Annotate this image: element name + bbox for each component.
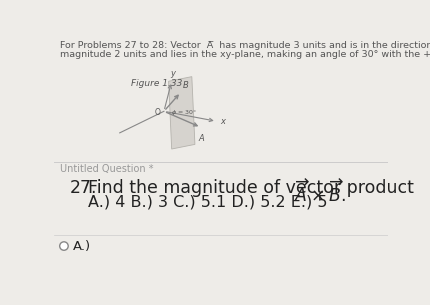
Text: A: A [197,134,203,143]
Circle shape [59,242,68,250]
Text: magnitude 2 units and lies in the xy-plane, making an angle of 30° with the +x-a: magnitude 2 units and lies in the xy-pla… [60,50,430,59]
Text: y: y [169,69,175,78]
Text: O: O [155,108,160,117]
Text: Figure 1.33: Figure 1.33 [131,79,182,88]
Text: B: B [182,81,188,90]
Text: $\phi$ = 30°: $\phi$ = 30° [171,108,196,117]
Polygon shape [168,77,194,149]
Text: Untitled Question *: Untitled Question * [60,164,153,174]
Text: x: x [219,117,224,126]
Text: Find the magnitude of vector product: Find the magnitude of vector product [88,179,418,197]
Text: 27.: 27. [69,179,97,197]
Text: $\overrightarrow{A} \times \overrightarrow{B}$.: $\overrightarrow{A} \times \overrightarr… [293,179,345,206]
Text: For Problems 27 to 28: Vector  A̅  has magnitude 3 units and is in the direction: For Problems 27 to 28: Vector A̅ has mag… [60,41,430,50]
Text: A.): A.) [72,239,90,253]
Text: A.) 4 B.) 3 C.) 5.1 D.) 5.2 E.) 5: A.) 4 B.) 3 C.) 5.1 D.) 5.2 E.) 5 [88,195,327,210]
